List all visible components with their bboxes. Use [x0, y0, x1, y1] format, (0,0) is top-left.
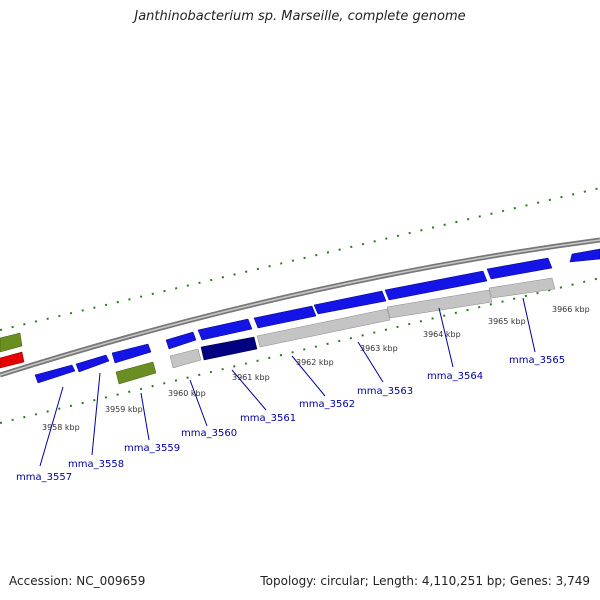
cds-forward[interactable]: [197, 318, 253, 341]
cds-forward[interactable]: [486, 257, 553, 280]
cds-reverse[interactable]: [386, 289, 493, 319]
kbp-label: 3959 kbp: [105, 405, 143, 414]
gene-label[interactable]: mma_3563: [357, 386, 413, 397]
kbp-label: 3960 kbp: [168, 389, 206, 398]
cds-reverse[interactable]: [256, 308, 391, 348]
cds-forward[interactable]: [75, 354, 110, 373]
cds-reverse[interactable]: [169, 348, 202, 369]
kbp-label: 3958 kbp: [42, 423, 80, 432]
kbp-label: 3964 kbp: [423, 330, 461, 339]
gene-labels: mma_3557 mma_3558 mma_3559 mma_3560 mma_…: [16, 355, 565, 483]
cds-forward[interactable]: [111, 343, 152, 364]
gene-label[interactable]: mma_3557: [16, 472, 72, 483]
reverse-strand: [0, 277, 556, 385]
cds-reverse[interactable]: [0, 351, 25, 369]
cds-forward[interactable]: [165, 331, 197, 350]
kbp-label: 3963 kbp: [360, 344, 398, 353]
gene-label-leaders: [39, 297, 536, 467]
cds-reverse[interactable]: [200, 336, 258, 361]
kbp-label: 3966 kbp: [552, 305, 590, 314]
cds-reverse[interactable]: [0, 332, 23, 353]
cds-forward[interactable]: [253, 305, 317, 329]
gene-label[interactable]: mma_3564: [427, 371, 483, 382]
accession-label: Accession: NC_009659: [9, 574, 146, 588]
genome-summary: Topology: circular; Length: 4,110,251 bp…: [260, 574, 590, 588]
kbp-label: 3961 kbp: [232, 373, 270, 382]
cds-reverse[interactable]: [488, 277, 556, 299]
gene-label[interactable]: mma_3559: [124, 443, 180, 454]
kbp-labels: 3958 kbp 3959 kbp 3960 kbp 3961 kbp 3962…: [42, 305, 590, 432]
forward-strand: [34, 248, 600, 384]
cds-forward[interactable]: [313, 290, 387, 315]
gene-label[interactable]: mma_3565: [509, 355, 565, 366]
cds-forward[interactable]: [569, 248, 600, 263]
gene-label[interactable]: mma_3558: [68, 459, 124, 470]
gene-label[interactable]: mma_3561: [240, 413, 296, 424]
map-title: Janthinobacterium sp. Marseille, complet…: [134, 9, 466, 24]
cds-forward[interactable]: [34, 364, 76, 384]
gene-label[interactable]: mma_3560: [181, 428, 237, 439]
kbp-label: 3962 kbp: [296, 358, 334, 367]
cds-reverse[interactable]: [115, 361, 157, 385]
kbp-label: 3965 kbp: [488, 317, 526, 326]
cds-forward[interactable]: [384, 270, 488, 301]
gene-label[interactable]: mma_3562: [299, 399, 355, 410]
